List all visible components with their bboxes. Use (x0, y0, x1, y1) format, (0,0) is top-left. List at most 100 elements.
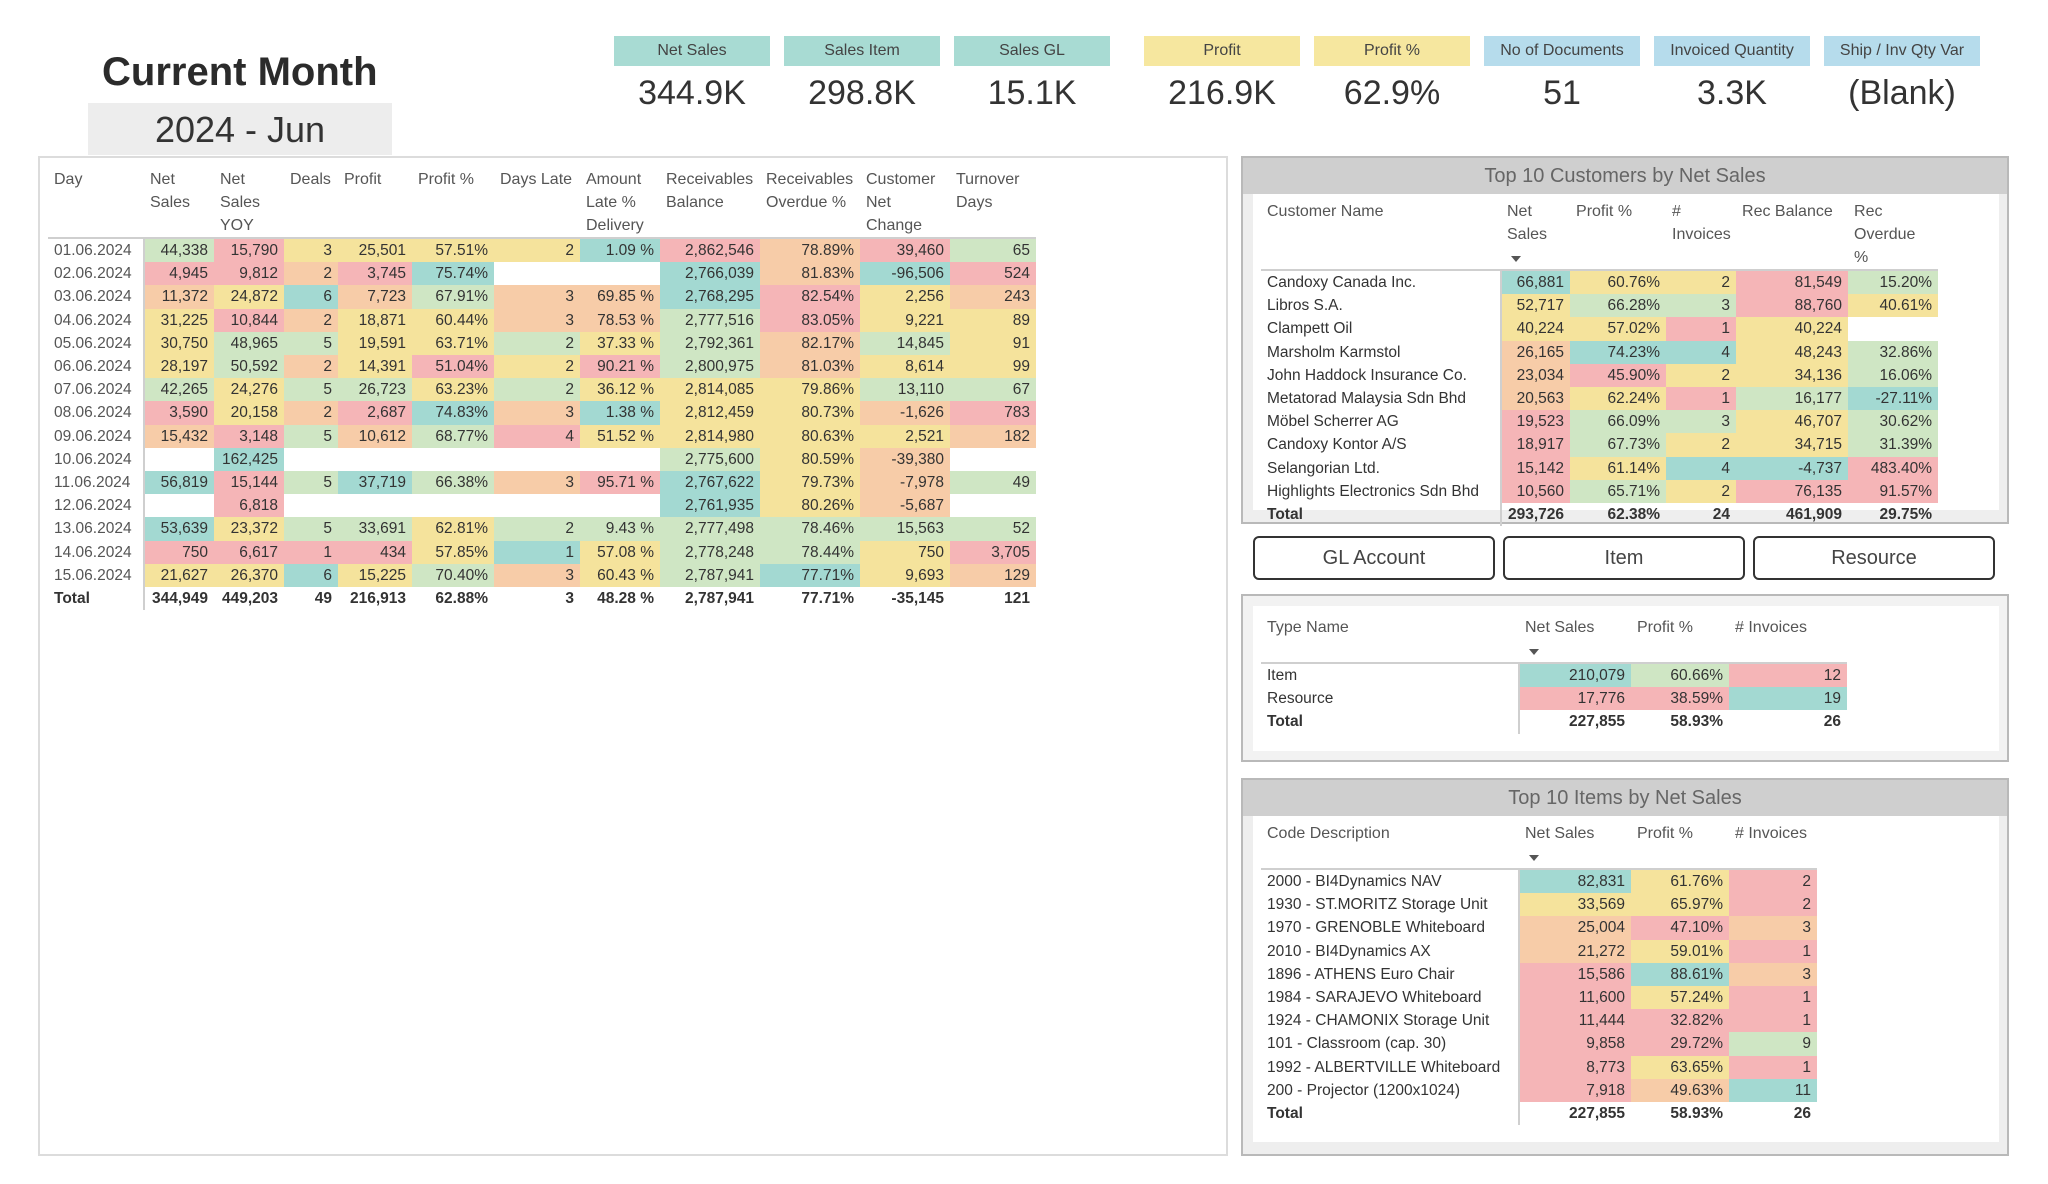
table-row[interactable]: Candoxy Canada Inc. 66,881 60.76% 2 81,549 15… (1261, 270, 1939, 295)
table-row[interactable]: 2000 - BI4Dynamics NAV 82,831 61.76% 2 (1261, 869, 1817, 894)
table-row[interactable]: 200 - Projector (1200x1024) 7,918 49.63% 11 (1261, 1078, 1817, 1103)
total-cell: Total (1267, 713, 1303, 731)
column-header[interactable]: Rec Balance (1736, 200, 1849, 271)
table-row[interactable]: 05.06.2024 30,750 48,965 5 19,591 63.71% 2 37.3… (48, 331, 1036, 356)
table-cell: 82.17% (760, 331, 860, 356)
table-row[interactable]: 1992 - ALBERTVILLE Whiteboard 8,773 63.65%… (1261, 1055, 1817, 1079)
table-row[interactable]: Selangorian Ltd. 15,142 61.14% 4 -4,737 483.4… (1261, 456, 1939, 480)
column-header[interactable]: # Invoices (1666, 200, 1737, 271)
table-cell: 80.59% (760, 447, 860, 472)
column-header[interactable]: Profit % (412, 168, 494, 239)
table-cell: 67.91% (412, 285, 494, 309)
table-row[interactable]: 1970 - GRENOBLE Whiteboard 25,004 47.10% 3 (1261, 916, 1817, 940)
table-row[interactable]: Möbel Scherrer AG 19,523 66.09% 3 46,707 30.6… (1261, 410, 1939, 434)
table-cell: 20,158 (214, 401, 284, 425)
column-header[interactable]: Net Sales (1501, 200, 1571, 271)
table-cell: 3 (1729, 962, 1817, 987)
table-cell: 11,444 (1518, 1009, 1631, 1033)
table-row[interactable]: Metatorad Malaysia Sdn Bhd 20,563 62.24% 1 1… (1261, 387, 1939, 411)
table-row[interactable]: 04.06.2024 31,225 10,844 2 18,871 60.44% 3 78.5… (48, 308, 1036, 332)
table-row[interactable]: 10.06.2024 162,425 2,775,600 80.59% -39,380 (48, 447, 1036, 472)
column-header[interactable]: Profit % (1631, 616, 1729, 664)
table-cell: 19,523 (1499, 410, 1571, 434)
total-cell: 26 (1823, 713, 1841, 731)
table-row[interactable]: 1924 - CHAMONIX Storage Unit 11,444 32.82%… (1261, 1009, 1817, 1033)
column-header[interactable]: Net Sales (1519, 822, 1631, 870)
table-row[interactable]: 08.06.2024 3,590 20,158 2 2,687 74.83% 3 1.38 %… (48, 401, 1036, 425)
table-row[interactable]: Marsholm Karmstol 26,165 74.23% 4 48,243 32.8… (1261, 340, 1939, 364)
table-cell: 88,760 (1736, 294, 1849, 318)
table-cell: 44,338 (143, 238, 214, 263)
column-header[interactable]: Net Sales YOY (214, 168, 284, 239)
table-cell: 11 (1729, 1078, 1817, 1103)
table-row[interactable]: 1984 - SARAJEVO Whiteboard 11,600 57.24% 1 (1261, 986, 1817, 1010)
table-row[interactable]: 2010 - BI4Dynamics AX 21,272 59.01% 1 (1261, 939, 1817, 963)
table-row[interactable]: 13.06.2024 53,639 23,372 5 33,691 62.81% 2 9.43… (48, 517, 1036, 541)
resource-button[interactable]: Resource (1753, 536, 1995, 580)
table-row[interactable]: 02.06.2024 4,945 9,812 2 3,745 75.74% 2,766,03… (48, 262, 1036, 286)
type-panel: Type Name Net Sales Profit % # Invoices Ite… (1241, 594, 2009, 762)
column-header[interactable]: Days Late (494, 168, 580, 239)
table-row[interactable]: 11.06.2024 56,819 15,144 5 37,719 66.38% 3 95.7… (48, 471, 1036, 495)
table-row[interactable]: 14.06.2024 750 6,617 1 434 57.85% 1 57.08 % 2,77… (48, 540, 1036, 564)
column-header[interactable]: Rec Overdue % (1848, 200, 1939, 271)
column-header[interactable]: Deals (284, 168, 338, 239)
table-cell: 2010 - BI4Dynamics AX (1267, 942, 1431, 960)
table-cell: 77.71% (760, 563, 860, 588)
column-header[interactable]: Amount Late % Delivery (580, 168, 660, 239)
table-cell (494, 448, 580, 471)
table-row[interactable]: Candoxy Kontor A/S 18,917 67.73% 2 34,715 31.… (1261, 433, 1939, 457)
table-row[interactable]: John Haddock Insurance Co. 23,034 45.90% 2 3… (1261, 363, 1939, 388)
kpi-label: Net Sales (614, 36, 770, 66)
table-cell: 1 (1729, 986, 1817, 1010)
table-row[interactable]: 15.06.2024 21,627 26,370 6 15,225 70.40% 3 60.4… (48, 563, 1036, 588)
item-button[interactable]: Item (1503, 536, 1745, 580)
table-cell: 06.06.2024 (54, 358, 132, 376)
total-cell: 449,203 (221, 590, 278, 608)
column-header[interactable]: # Invoices (1729, 822, 1817, 870)
table-cell: 2,766,039 (660, 262, 760, 286)
table-row[interactable]: 12.06.2024 6,818 2,761,935 80.26% -5,687 (48, 494, 1036, 518)
table-row[interactable]: 03.06.2024 11,372 24,872 6 7,723 67.91% 3 69.85… (48, 285, 1036, 309)
table-row[interactable]: Libros S.A. 52,717 66.28% 3 88,760 40.61% (1261, 294, 1939, 318)
column-header[interactable]: Customer Net Change (860, 168, 950, 239)
table-row[interactable]: Item 210,079 60.66% 12 (1261, 663, 1847, 688)
column-header[interactable]: Net Sales (144, 168, 214, 239)
table-cell: 75.74% (412, 262, 494, 286)
table-cell: 88.61% (1631, 962, 1729, 987)
column-header[interactable]: # Invoices (1729, 616, 1847, 664)
table-row[interactable]: 07.06.2024 42,265 24,276 5 26,723 63.23% 2 36.1… (48, 378, 1036, 402)
table-row[interactable]: Highlights Electronics Sdn Bhd 10,560 65.7… (1261, 479, 1939, 504)
table-row[interactable]: 1930 - ST.MORITZ Storage Unit 33,569 65.97… (1261, 893, 1817, 917)
table-cell: Selangorian Ltd. (1267, 459, 1380, 477)
table-row[interactable]: Clampett Oil 40,224 57.02% 1 40,224 (1261, 317, 1938, 341)
table-row[interactable]: 01.06.2024 44,338 15,790 3 25,501 57.51% 2 1.09… (48, 238, 1036, 263)
column-header[interactable]: Customer Name (1261, 200, 1501, 271)
column-header[interactable]: Profit % (1631, 822, 1729, 870)
column-header[interactable]: Profit % (1570, 200, 1667, 271)
table-row[interactable]: Resource 17,776 38.59% 19 (1261, 687, 1847, 711)
total-cell: Total (54, 590, 90, 608)
table-cell: 11.06.2024 (54, 474, 131, 492)
column-header[interactable]: Receivables Balance (660, 168, 760, 239)
gl-account-button[interactable]: GL Account (1253, 536, 1495, 580)
table-row[interactable]: 06.06.2024 28,197 50,592 2 14,391 51.04% 2 90.2… (48, 355, 1036, 379)
table-row[interactable]: 1896 - ATHENS Euro Chair 15,586 88.61% 3 (1261, 962, 1817, 987)
table-row[interactable]: 09.06.2024 15,432 3,148 5 10,612 68.77% 4 51.52… (48, 424, 1036, 448)
table-cell: 52,717 (1499, 294, 1571, 318)
kpi-card: No of Documents 51 (1484, 36, 1640, 113)
column-header[interactable]: Code Description (1261, 822, 1519, 870)
column-header[interactable]: Turnover Days (950, 168, 1036, 239)
column-header[interactable]: Day (48, 168, 144, 239)
table-cell: 2,778,248 (660, 540, 760, 564)
column-header[interactable]: Profit (338, 168, 412, 239)
table-cell: 05.06.2024 (54, 334, 132, 352)
table-cell: 04.06.2024 (54, 311, 132, 329)
table-cell: 4,945 (143, 262, 214, 286)
table-cell: 10,844 (214, 308, 284, 332)
table-row[interactable]: 101 - Classroom (cap. 30) 9,858 29.72% 9 (1261, 1032, 1817, 1056)
table-cell (580, 448, 660, 471)
column-header[interactable]: Type Name (1261, 616, 1519, 664)
column-header[interactable]: Receivables Overdue % (760, 168, 860, 239)
column-header[interactable]: Net Sales (1519, 616, 1631, 664)
